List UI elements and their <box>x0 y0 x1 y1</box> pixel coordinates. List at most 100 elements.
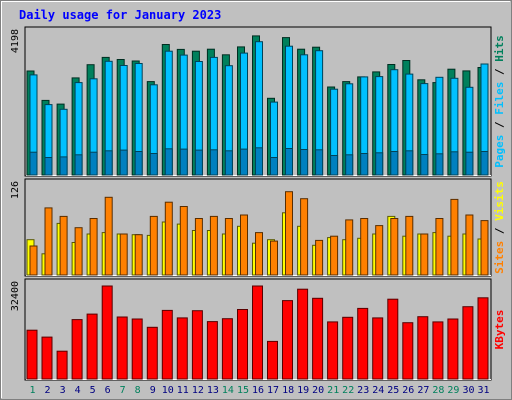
bar-pages-day-30 <box>465 151 474 176</box>
bar-pages-day-7 <box>119 149 128 176</box>
legend-middle: Sites / Visits <box>493 181 506 274</box>
bar-kbytes-day-14 <box>221 318 233 380</box>
legend-bottom-part-0: KBytes <box>493 310 506 350</box>
bar-kbytes-day-3 <box>56 350 68 380</box>
bar-sites-day-21 <box>330 235 339 276</box>
bar-kbytes-day-31 <box>477 297 489 380</box>
bar-pages-day-12 <box>194 149 203 176</box>
bar-pages-day-10 <box>164 148 173 176</box>
bar-sites-day-30 <box>465 214 474 276</box>
bar-pages-day-16 <box>255 147 263 176</box>
x-label-day-10: 10 <box>162 385 174 396</box>
bar-pages-day-31 <box>480 151 489 176</box>
x-label-day-23: 23 <box>357 385 369 396</box>
bar-kbytes-day-12 <box>191 310 203 380</box>
bar-sites-day-24 <box>375 225 384 276</box>
bar-sites-day-6 <box>104 196 113 276</box>
x-label-day-27: 27 <box>417 385 429 396</box>
panel-middle-ymax-label: 126 <box>10 181 21 199</box>
x-label-day-9: 9 <box>150 385 156 396</box>
bar-kbytes-day-13 <box>206 321 218 380</box>
legend-middle-part-2: Visits <box>493 181 506 221</box>
bar-pages-day-26 <box>405 150 414 176</box>
bar-pages-day-21 <box>330 155 339 176</box>
legend-top: Pages / Files / Hits <box>493 35 506 168</box>
bar-sites-day-15 <box>240 214 248 276</box>
x-label-day-18: 18 <box>282 385 294 396</box>
bar-pages-day-11 <box>179 148 188 176</box>
bar-pages-day-20 <box>315 149 324 176</box>
x-label-day-29: 29 <box>447 385 459 396</box>
x-label-day-11: 11 <box>177 385 189 396</box>
legend-top-part-3: / <box>493 62 506 82</box>
bar-kbytes-day-19 <box>297 288 309 380</box>
bar-sites-day-7 <box>119 233 128 276</box>
bar-kbytes-day-16 <box>252 285 263 380</box>
bar-pages-day-8 <box>134 151 143 176</box>
bar-kbytes-day-4 <box>71 319 83 380</box>
bar-pages-day-22 <box>345 154 354 176</box>
bar-sites-day-31 <box>480 220 489 276</box>
bar-sites-day-8 <box>134 234 143 276</box>
bar-sites-day-23 <box>360 218 369 276</box>
bar-kbytes-day-18 <box>282 300 293 380</box>
bar-kbytes-day-2 <box>41 336 53 380</box>
x-label-day-13: 13 <box>207 385 219 396</box>
bar-sites-day-5 <box>89 218 98 276</box>
x-label-day-21: 21 <box>327 385 339 396</box>
bar-kbytes-day-25 <box>387 298 399 380</box>
bar-pages-day-15 <box>240 148 248 176</box>
bar-sites-day-22 <box>345 219 354 276</box>
bar-sites-day-27 <box>420 233 429 276</box>
bar-sites-day-17 <box>270 240 278 276</box>
x-label-day-17: 17 <box>267 385 279 396</box>
x-label-day-5: 5 <box>90 385 96 396</box>
bar-kbytes-day-28 <box>432 321 444 380</box>
bar-kbytes-day-26 <box>402 322 414 380</box>
bar-kbytes-day-23 <box>357 307 369 380</box>
bar-pages-day-9 <box>149 153 158 176</box>
bar-sites-day-28 <box>435 218 444 276</box>
bar-kbytes-day-5 <box>86 313 98 380</box>
bar-kbytes-day-27 <box>417 316 429 380</box>
bar-sites-day-18 <box>285 191 293 276</box>
bar-pages-day-2 <box>44 157 53 176</box>
bar-kbytes-day-8 <box>131 318 143 380</box>
bar-pages-day-5 <box>89 151 98 176</box>
bar-kbytes-day-9 <box>146 326 158 380</box>
x-label-day-30: 30 <box>462 385 474 396</box>
x-label-day-1: 1 <box>29 385 35 396</box>
legend-middle-part-0: Sites <box>493 241 506 274</box>
x-label-day-16: 16 <box>252 385 264 396</box>
legend-top-part-2: Files <box>493 82 506 115</box>
bar-pages-day-4 <box>74 154 83 176</box>
bar-sites-day-20 <box>315 239 324 276</box>
bar-kbytes-day-10 <box>161 309 173 380</box>
bar-kbytes-day-24 <box>372 317 384 380</box>
bar-sites-day-1 <box>29 245 38 276</box>
bar-pages-day-18 <box>285 148 293 176</box>
bar-pages-day-24 <box>375 152 384 176</box>
x-label-day-3: 3 <box>60 385 66 396</box>
x-label-day-26: 26 <box>402 385 414 396</box>
bar-kbytes-day-6 <box>101 285 113 380</box>
bar-pages-day-29 <box>450 151 459 176</box>
bar-kbytes-day-22 <box>342 316 354 380</box>
bar-kbytes-day-29 <box>447 318 459 380</box>
x-label-day-22: 22 <box>342 385 354 396</box>
x-label-day-14: 14 <box>222 385 234 396</box>
bar-kbytes-day-21 <box>327 321 339 380</box>
bar-kbytes-day-20 <box>312 297 324 380</box>
bar-kbytes-day-17 <box>267 340 278 380</box>
bar-pages-day-28 <box>435 153 444 176</box>
bar-sites-day-10 <box>164 201 173 276</box>
x-label-day-15: 15 <box>237 385 249 396</box>
x-label-day-25: 25 <box>387 385 399 396</box>
bar-sites-day-16 <box>255 232 263 276</box>
bar-sites-day-4 <box>74 227 83 276</box>
bar-sites-day-19 <box>300 198 309 276</box>
bar-sites-day-9 <box>149 215 158 276</box>
bar-pages-day-17 <box>270 157 278 176</box>
bar-sites-day-12 <box>194 218 203 276</box>
bar-sites-day-25 <box>390 218 399 276</box>
